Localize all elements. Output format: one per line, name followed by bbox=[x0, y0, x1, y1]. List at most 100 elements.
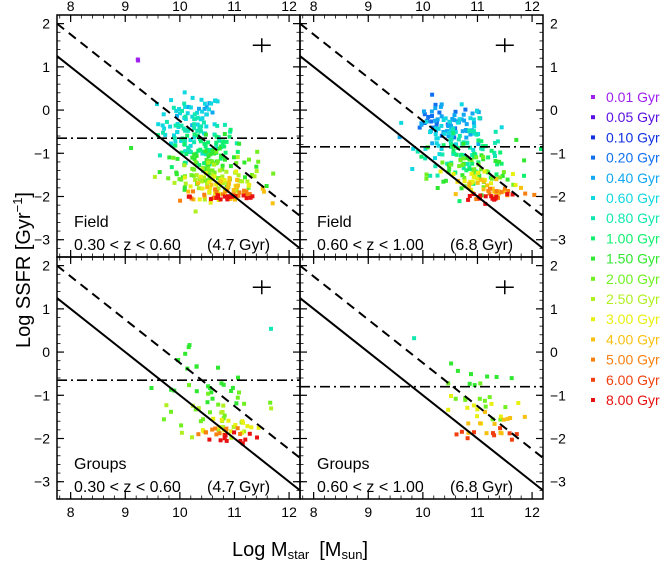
data-point bbox=[182, 163, 187, 168]
data-point bbox=[456, 120, 460, 125]
y-tick-label: 0 bbox=[550, 344, 558, 360]
data-point bbox=[242, 160, 247, 165]
data-point bbox=[217, 431, 222, 436]
data-point bbox=[222, 413, 227, 418]
y-tick-label: −1 bbox=[34, 387, 50, 403]
legend-swatch bbox=[591, 276, 595, 281]
x-tick-label: 12 bbox=[281, 0, 297, 14]
data-point bbox=[196, 186, 201, 191]
data-point bbox=[268, 400, 273, 405]
data-point bbox=[172, 180, 177, 185]
data-point bbox=[246, 185, 251, 190]
data-point bbox=[185, 104, 190, 109]
data-point bbox=[185, 111, 190, 116]
legend-label: 1.50 Gyr bbox=[606, 251, 660, 267]
data-point bbox=[264, 184, 269, 188]
data-point bbox=[240, 441, 245, 446]
data-point bbox=[481, 157, 486, 162]
data-point bbox=[449, 144, 454, 149]
data-point bbox=[243, 175, 247, 180]
data-point bbox=[194, 151, 199, 156]
data-point bbox=[478, 193, 483, 198]
data-point bbox=[204, 104, 209, 109]
data-point bbox=[501, 189, 506, 194]
data-point bbox=[471, 403, 476, 408]
data-point bbox=[208, 186, 213, 190]
data-point bbox=[461, 112, 466, 117]
data-point bbox=[179, 177, 184, 182]
data-point bbox=[178, 111, 182, 116]
data-point bbox=[179, 150, 184, 155]
data-point bbox=[243, 437, 248, 442]
data-point bbox=[234, 169, 239, 174]
data-point bbox=[201, 120, 206, 125]
data-point bbox=[489, 194, 494, 199]
data-point bbox=[202, 178, 207, 183]
legend-item: 0.60 Gyr bbox=[591, 190, 660, 206]
data-point bbox=[186, 145, 191, 150]
data-point bbox=[184, 152, 189, 156]
data-point bbox=[507, 431, 512, 436]
data-point bbox=[203, 149, 208, 154]
data-point bbox=[169, 141, 173, 146]
data-point bbox=[207, 107, 211, 112]
panel-age-label: (6.8 Gyr) bbox=[450, 479, 513, 496]
data-point bbox=[522, 414, 527, 419]
legend-swatch bbox=[591, 95, 595, 99]
panel-redshift-label: 0.60 < z < 1.00 bbox=[317, 237, 424, 254]
data-point bbox=[175, 156, 180, 161]
data-point bbox=[195, 122, 200, 127]
data-point bbox=[197, 106, 201, 111]
y-tick-label: 1 bbox=[550, 59, 558, 75]
legend-item: 2.50 Gyr bbox=[591, 291, 660, 307]
data-point bbox=[461, 166, 466, 171]
data-point bbox=[476, 170, 480, 175]
data-point bbox=[482, 169, 487, 174]
data-point bbox=[469, 372, 473, 377]
data-point bbox=[174, 108, 179, 113]
data-point bbox=[200, 109, 205, 114]
data-point bbox=[213, 187, 218, 192]
x-tick-label: 8 bbox=[310, 0, 318, 14]
data-point bbox=[228, 429, 233, 434]
data-point bbox=[222, 132, 227, 136]
data-point bbox=[433, 118, 438, 123]
data-point bbox=[183, 181, 188, 186]
data-point bbox=[227, 195, 232, 199]
data-point bbox=[225, 195, 230, 200]
data-point bbox=[443, 116, 448, 121]
data-point bbox=[397, 135, 402, 140]
data-point bbox=[457, 133, 462, 138]
data-point bbox=[247, 182, 252, 187]
data-point bbox=[510, 172, 515, 176]
data-point bbox=[172, 136, 177, 141]
data-point bbox=[192, 117, 197, 122]
data-point bbox=[452, 135, 457, 140]
data-point bbox=[481, 185, 486, 190]
data-point bbox=[198, 139, 203, 144]
legend-swatch bbox=[591, 377, 595, 382]
data-point bbox=[485, 374, 490, 379]
legend-item: 8.00 Gyr bbox=[591, 392, 660, 408]
data-point bbox=[451, 172, 456, 176]
data-point bbox=[255, 149, 260, 154]
data-point bbox=[209, 101, 214, 106]
data-point bbox=[486, 155, 491, 160]
data-point bbox=[191, 189, 195, 194]
data-point bbox=[227, 134, 232, 139]
data-point bbox=[232, 155, 236, 160]
data-point bbox=[465, 129, 470, 134]
plot-area bbox=[300, 264, 543, 492]
data-point bbox=[430, 114, 434, 118]
data-point bbox=[441, 118, 446, 122]
data-point bbox=[435, 173, 440, 178]
data-point bbox=[179, 138, 184, 143]
data-point bbox=[438, 104, 443, 109]
data-point bbox=[498, 175, 503, 180]
data-point bbox=[509, 376, 514, 381]
data-point bbox=[501, 417, 506, 422]
data-point bbox=[469, 171, 474, 176]
data-point bbox=[475, 180, 480, 185]
data-point bbox=[188, 105, 193, 110]
data-point bbox=[247, 431, 252, 436]
